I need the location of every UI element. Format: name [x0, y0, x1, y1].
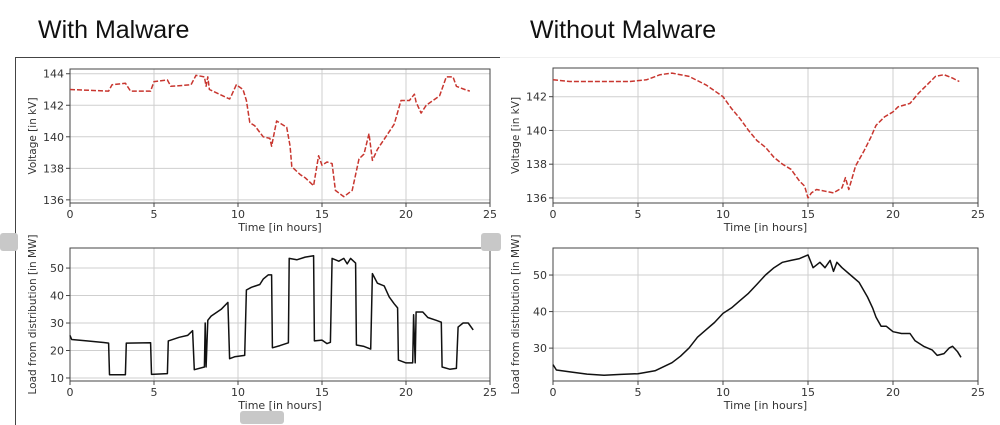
y-axis-label: Voltage [in kV]: [510, 97, 522, 174]
y-tick-label: 40: [50, 290, 64, 303]
x-tick-label: 15: [801, 208, 815, 221]
x-tick-label: 0: [67, 208, 74, 221]
subplot-0: 0 5 10 15 20 25 136 138 140 142 144 Time [in hours]…: [27, 68, 497, 234]
x-tick-label: 5: [635, 208, 642, 221]
x-axis-label: Time [in hours]: [723, 221, 807, 234]
x-tick-label: 15: [801, 386, 815, 399]
axes-frame: [69, 68, 491, 204]
x-tick-label: 20: [886, 386, 900, 399]
y-axis-label: Voltage [in kV]: [27, 97, 39, 174]
x-tick-label: 5: [151, 386, 158, 399]
voltage-series-line: [69, 74, 471, 198]
x-axis-label: Time [in hours]: [237, 399, 321, 412]
x-tick-label: 15: [315, 386, 329, 399]
x-tick-label: 20: [399, 208, 413, 221]
y-tick-label: 138: [526, 158, 547, 171]
x-tick-label: 15: [315, 208, 329, 221]
plot-area: [553, 248, 978, 381]
panel-title-without-malware: Without Malware: [530, 16, 717, 44]
load-series-line: [69, 254, 474, 376]
x-tick-label: 0: [67, 386, 74, 399]
x-tick-label: 10: [231, 208, 245, 221]
right-panel-divider: [500, 57, 1000, 58]
plot-area: [553, 68, 978, 203]
x-axis-label: Time [in hours]: [723, 399, 807, 412]
bottom-resize-handle[interactable]: [240, 411, 284, 424]
right-resize-handle[interactable]: [481, 233, 501, 251]
x-tick-label: 0: [550, 208, 557, 221]
subplot-2: 0 5 10 15 20 25 136 138 140 142 Time [in hours] Vol…: [510, 67, 985, 234]
y-tick-label: 136: [43, 194, 64, 207]
x-tick-label: 10: [716, 386, 730, 399]
x-axis-label: Time [in hours]: [237, 221, 321, 234]
x-tick-label: 10: [716, 208, 730, 221]
x-tick-label: 25: [971, 208, 985, 221]
x-tick-label: 25: [971, 386, 985, 399]
y-tick-label: 142: [43, 99, 64, 112]
subplot-1: 0 5 10 15 20 25 10 20 30 40 50 Time [in hours] Load …: [27, 234, 497, 412]
y-tick-label: 30: [533, 342, 547, 355]
y-tick-label: 138: [43, 162, 64, 175]
axes-frame: [552, 247, 979, 382]
y-tick-label: 140: [43, 131, 64, 144]
y-tick-label: 140: [526, 124, 547, 137]
x-tick-label: 25: [483, 208, 497, 221]
axes-frame: [552, 67, 979, 204]
panel-title-with-malware: With Malware: [38, 16, 190, 44]
x-tick-label: 20: [399, 386, 413, 399]
y-tick-label: 144: [43, 68, 64, 81]
y-tick-label: 136: [526, 192, 547, 205]
x-tick-label: 20: [886, 208, 900, 221]
y-tick-label: 20: [50, 344, 64, 357]
y-tick-label: 40: [533, 306, 547, 319]
plot-area: [70, 248, 490, 381]
x-tick-label: 0: [550, 386, 557, 399]
axes-frame: [69, 247, 491, 382]
voltage-series-line: [552, 72, 960, 199]
y-tick-label: 50: [533, 269, 547, 282]
x-tick-label: 25: [483, 386, 497, 399]
y-axis-label: Load from distribution [in MW]: [510, 234, 522, 394]
left-resize-handle[interactable]: [0, 233, 18, 251]
plot-area: [70, 69, 490, 203]
subplot-3: 0 5 10 15 20 25 30 40 50 Time [in hours] Load from…: [510, 234, 985, 412]
load-series-line: [552, 254, 962, 376]
y-tick-label: 50: [50, 262, 64, 275]
x-tick-label: 5: [635, 386, 642, 399]
y-tick-label: 142: [526, 91, 547, 104]
y-tick-label: 30: [50, 317, 64, 330]
x-tick-label: 5: [151, 208, 158, 221]
y-axis-label: Load from distribution [in MW]: [27, 234, 39, 394]
y-tick-label: 10: [50, 372, 64, 385]
x-tick-label: 10: [231, 386, 245, 399]
